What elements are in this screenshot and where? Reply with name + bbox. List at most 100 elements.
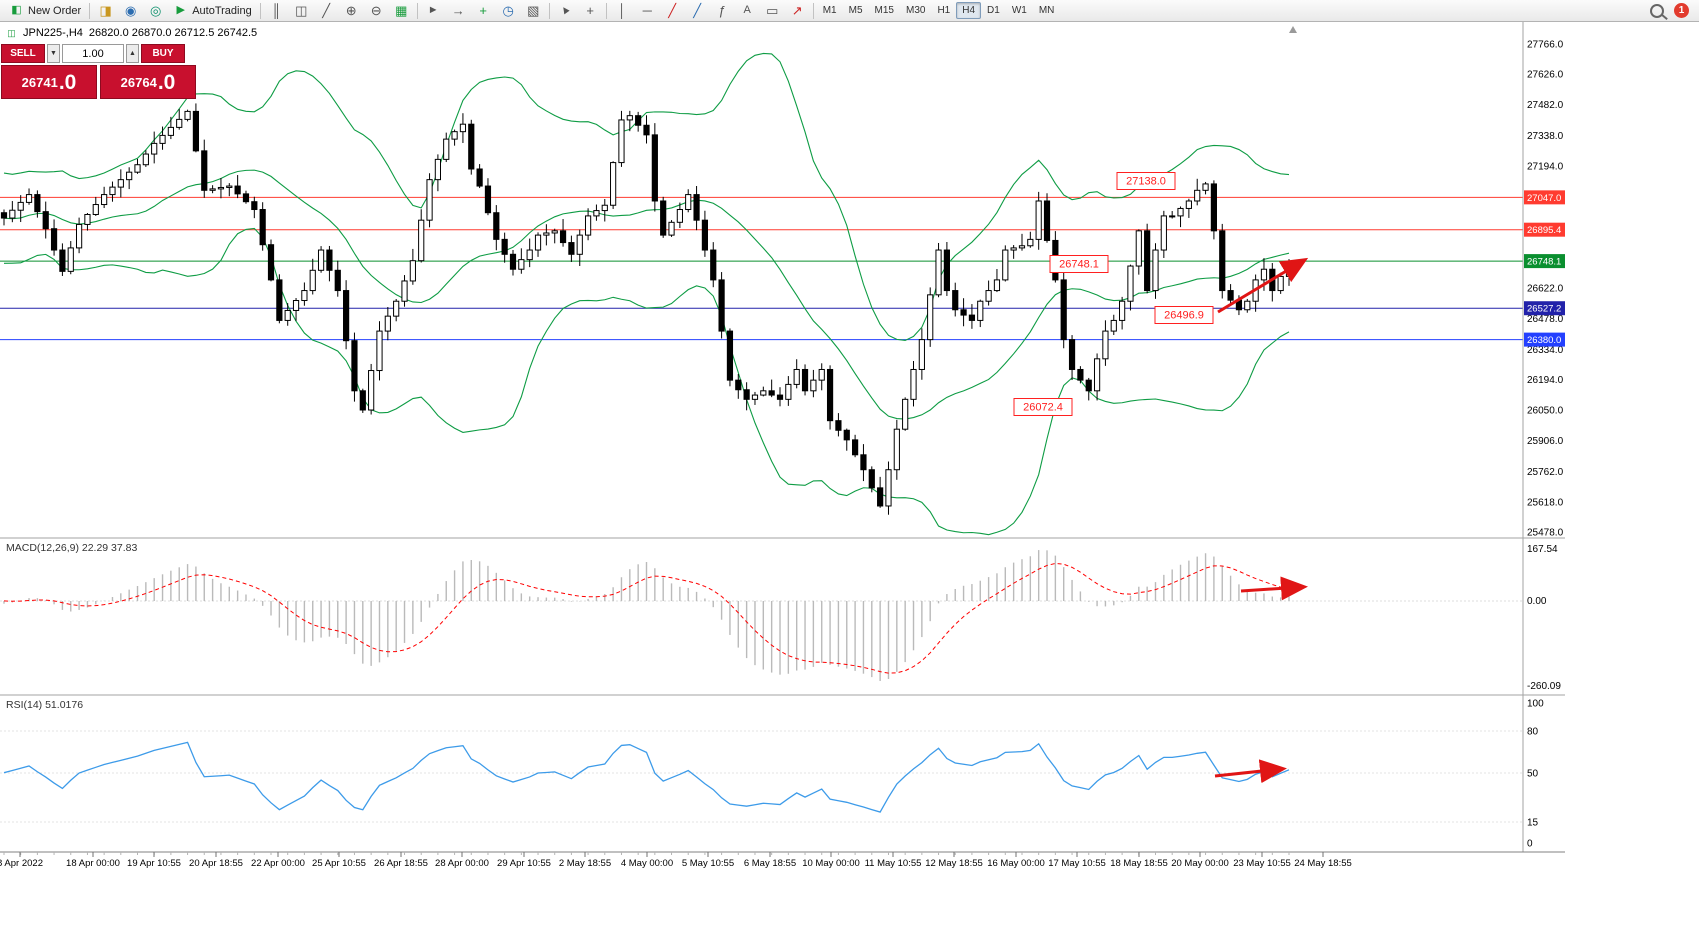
channel-tool-button[interactable]: ╱	[685, 0, 710, 21]
price-tick-label: 26478.0	[1527, 314, 1564, 325]
timeframe-m15[interactable]: M15	[874, 5, 894, 16]
candlestick-chart-icon: ◫	[295, 3, 308, 18]
zoom-out-button[interactable]: ⊖	[364, 0, 389, 21]
time-axis-label: 26 Apr 18:55	[374, 858, 428, 869]
price-tick-label: 27194.0	[1527, 162, 1564, 173]
separator	[89, 2, 91, 19]
trendline-tool-button[interactable]: ╱	[660, 0, 685, 21]
timeframe-h1[interactable]: H1	[937, 5, 951, 16]
price-tick-label: 26050.0	[1527, 406, 1564, 417]
time-axis-label: 11 May 10:55	[865, 858, 922, 869]
trend-arrow	[1240, 576, 1308, 601]
templates-button[interactable]: ▧	[521, 0, 546, 21]
text-tool-button[interactable]: A	[735, 0, 760, 21]
text-tool-icon: A	[743, 4, 751, 16]
price-tick-label: 27482.0	[1527, 100, 1564, 111]
macd-layer	[0, 550, 1523, 681]
price-tick-label: 26194.0	[1527, 375, 1564, 386]
time-axis-label: 19 Apr 10:55	[127, 858, 181, 869]
new-order-button[interactable]: ◧ New Order	[4, 0, 86, 21]
timeframe-mn[interactable]: MN	[1038, 5, 1055, 16]
rsi-line	[3, 741, 1290, 813]
time-axis-label: 4 May 00:00	[621, 858, 673, 869]
price-line-tag	[1524, 332, 1565, 347]
line-chart-icon: ╱	[322, 3, 331, 18]
notification-badge[interactable]: 1	[1674, 3, 1689, 18]
price-annotation-box	[1013, 398, 1073, 416]
svg-text:26380.0: 26380.0	[1527, 335, 1561, 346]
crosshair-tool-button[interactable]: +	[578, 0, 603, 21]
price-tick-label: 27338.0	[1527, 131, 1564, 142]
zoom-in-icon: ⊕	[345, 3, 357, 18]
market-button[interactable]: ◎	[143, 0, 168, 21]
chart-shift-button[interactable]: →	[446, 0, 471, 21]
auto-scroll-button[interactable]: ►	[421, 0, 446, 21]
time-axis-label: 23 May 10:55	[1233, 858, 1291, 869]
vertical-line-icon: │	[618, 3, 627, 18]
autotrading-icon: ▶	[176, 4, 185, 16]
ask-price[interactable]: 26764 .0	[100, 65, 196, 99]
horizontal-line-tool-button[interactable]: ─	[635, 0, 660, 21]
svg-text:26072.4: 26072.4	[1023, 402, 1063, 414]
time-axis-label: 20 Apr 18:55	[189, 858, 243, 869]
time-axis-label: 20 May 00:00	[1171, 858, 1229, 869]
profiles-button[interactable]: ◉	[118, 0, 143, 21]
line-chart-mode-button[interactable]: ╱	[314, 0, 339, 21]
macd-indicator-label: MACD(12,26,9) 22.29 37.83	[6, 542, 138, 554]
search-icon[interactable]	[1650, 3, 1664, 18]
autotrading-button[interactable]: ▶ AutoTrading	[168, 0, 257, 21]
label-tool-button[interactable]: ▭	[760, 0, 785, 21]
candle-chart-mode-button[interactable]: ◫	[289, 0, 314, 21]
timeframe-m5[interactable]: M5	[848, 5, 863, 16]
separator	[605, 2, 607, 19]
new-order-icon: ◧	[11, 4, 22, 16]
cursor-tool-button[interactable]: ▲	[553, 0, 578, 21]
vertical-line-tool-button[interactable]: │	[610, 0, 635, 21]
periods-button[interactable]: ◷	[496, 0, 521, 21]
toolbar: ◧ New Order ◨ ◉ ◎ ▶ AutoTrading ║ ◫ ╱ ⊕ …	[0, 0, 1699, 22]
trend-arrow	[1217, 257, 1309, 314]
zoom-out-icon: ⊖	[370, 3, 382, 18]
fibonacci-tool-button[interactable]: ƒ	[710, 0, 735, 21]
bid-price[interactable]: 26741 .0	[1, 65, 97, 99]
volume-input[interactable]	[62, 44, 124, 63]
timeframe-m1[interactable]: M1	[822, 5, 837, 16]
trend-arrow	[1214, 759, 1287, 784]
tile-windows-icon: ▦	[395, 3, 408, 18]
timeframe-m30[interactable]: M30	[905, 5, 926, 16]
new-order-label: New Order	[28, 4, 82, 17]
price-annotation-box	[1049, 255, 1109, 273]
indicators-button[interactable]: +	[471, 0, 496, 21]
label-tool-icon: ▭	[766, 3, 779, 18]
volume-increase-button[interactable]: ▲	[126, 44, 139, 63]
macd-axis-label: 167.54	[1527, 544, 1558, 555]
timeframe-d1[interactable]: D1	[987, 5, 1000, 16]
sell-button[interactable]: SELL	[1, 44, 45, 63]
time-axis-label: 6 May 18:55	[744, 858, 796, 869]
rsi-axis-label: 80	[1527, 727, 1539, 738]
symbol-title: JPN225-,H4	[23, 27, 83, 39]
time-axis-label: 2 May 18:55	[559, 858, 611, 869]
zoom-in-button[interactable]: ⊕	[339, 0, 364, 21]
rsi-indicator-label: RSI(14) 51.0176	[6, 699, 84, 711]
price-tick-label: 26334.0	[1527, 345, 1564, 356]
arrows-tool-button[interactable]: ↗	[785, 0, 810, 21]
price-annotation-box	[1116, 172, 1176, 190]
bid-int: 26741	[21, 74, 58, 90]
volume-decrease-button[interactable]: ▼	[47, 44, 60, 63]
indicators-icon: +	[479, 3, 488, 18]
chart-wizard-icon: ◨	[99, 3, 112, 18]
macd-signal-line	[3, 562, 1290, 674]
chart-wizard-button[interactable]: ◨	[93, 0, 118, 21]
timeframe-h4[interactable]: H4	[956, 2, 982, 19]
tile-windows-button[interactable]: ▦	[389, 0, 414, 21]
ohlc-values: 26820.0 26870.0 26712.5 26742.5	[88, 27, 258, 39]
chart-icon: ◫	[7, 27, 16, 38]
trendline-icon: ╱	[668, 3, 677, 18]
svg-text:27047.0: 27047.0	[1527, 193, 1561, 204]
bar-chart-mode-button[interactable]: ║	[264, 0, 289, 21]
buy-button[interactable]: BUY	[141, 44, 185, 63]
timeframe-w1[interactable]: W1	[1011, 5, 1027, 16]
